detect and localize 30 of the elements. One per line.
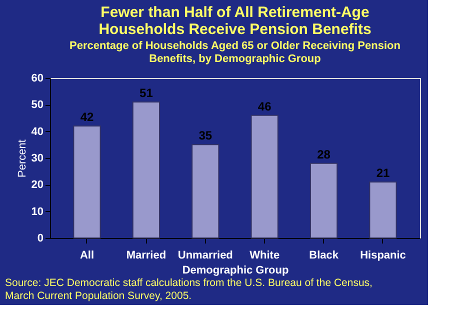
bar: [132, 102, 160, 238]
x-tick-label: Hispanic: [360, 250, 406, 262]
bar: [369, 182, 397, 238]
bar: [310, 162, 338, 238]
x-tick-label: Black: [309, 250, 340, 262]
x-tick-label: Unmarried: [178, 250, 233, 262]
x-tick-label: Married: [126, 250, 166, 262]
y-tick-label: 0: [37, 232, 44, 244]
y-tick-label: 60: [31, 72, 44, 84]
y-tick-label: 40: [31, 126, 44, 138]
bar: [192, 144, 220, 238]
y-tick-label: 10: [31, 206, 44, 218]
chart-subtitle: Percentage of Households Aged 65 or Older Receiving Pension Benefits, by Demographic Group: [70, 40, 401, 65]
x-axis-title: Demographic Group: [182, 264, 289, 276]
y-tick-label: 50: [31, 99, 44, 112]
y-tick-label: 30: [31, 152, 44, 164]
data-label: 35: [198, 128, 212, 143]
x-tick-label: White: [250, 250, 280, 262]
data-label: 46: [258, 99, 272, 114]
chart-title: Fewer than Half of All Retirement-Age Households Receive Pension Benefits: [98, 4, 372, 38]
source-note: Source: JEC Democratic staff calculations from the U.S. Bureau of the Census, March Current Population Survey, 2005.: [5, 277, 372, 302]
data-label: 21: [376, 166, 390, 180]
y-axis-title: Percent: [16, 140, 28, 178]
bar: [73, 126, 101, 238]
data-label: 28: [317, 147, 331, 162]
data-label: 42: [80, 110, 94, 124]
x-tick-label: All: [80, 250, 94, 262]
bar: [250, 114, 278, 238]
y-tick-label: 20: [31, 179, 44, 192]
data-label: 51: [140, 86, 154, 100]
